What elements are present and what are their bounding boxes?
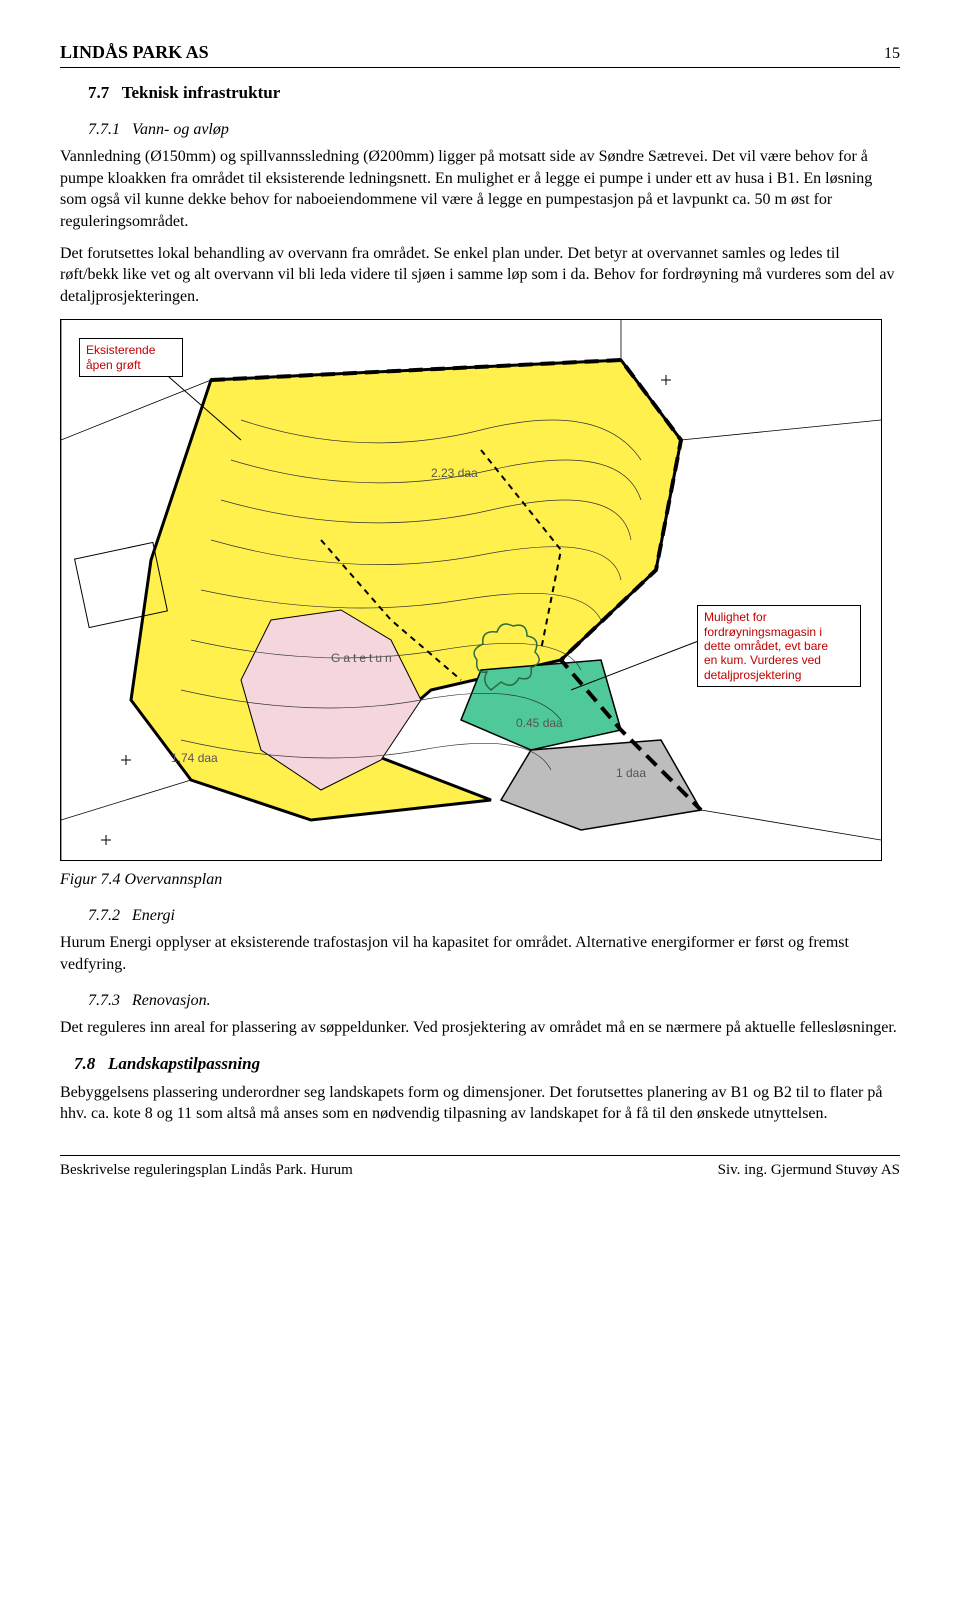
figure-7-4-caption: Figur 7.4 Overvannsplan: [60, 869, 900, 891]
footer-left: Beskrivelse reguleringsplan Lindås Park.…: [60, 1160, 353, 1180]
section-num: 7.8: [74, 1054, 95, 1073]
section-7-7-3: 7.7.3 Renovasjon.: [88, 990, 900, 1012]
para-772: Hurum Energi opplyser at eksisterende tr…: [60, 932, 900, 975]
section-7-7-1: 7.7.1 Vann- og avløp: [88, 119, 900, 141]
footer-right: Siv. ing. Gjermund Stuvøy AS: [718, 1160, 900, 1180]
section-7-8: 7.8 Landskapstilpassning: [74, 1053, 900, 1076]
para-771-1: Vannledning (Ø150mm) og spillvannssledni…: [60, 146, 900, 232]
subsection-num: 7.7.3: [88, 992, 120, 1009]
callout2-l4: en kum. Vurderes ved: [704, 653, 854, 667]
callout-groft: Eksisterende åpen grøft: [79, 338, 183, 377]
section-title: Landskapstilpassning: [108, 1054, 260, 1073]
label-area-223: 2.23 daa: [431, 465, 478, 481]
section-7-7: 7.7 Teknisk infrastruktur: [88, 82, 900, 105]
label-045: 0.45 daa: [516, 715, 563, 731]
callout2-l1: Mulighet for: [704, 610, 854, 624]
subsection-title: Renovasjon.: [132, 992, 211, 1009]
callout-fordroyning: Mulighet for fordrøyningsmagasin i dette…: [697, 605, 861, 687]
overvannsplan-map: Eksisterende åpen grøft Mulighet for for…: [60, 319, 882, 861]
subsection-num: 7.7.1: [88, 121, 120, 138]
subsection-title: Vann- og avløp: [132, 121, 229, 138]
subsection-num: 7.7.2: [88, 907, 120, 924]
callout2-l3: dette området, evt bare: [704, 639, 854, 653]
para-773: Det reguleres inn areal for plassering a…: [60, 1017, 900, 1039]
para-78: Bebyggelsens plassering underordner seg …: [60, 1082, 900, 1125]
callout2-l5: detaljprosjektering: [704, 668, 854, 682]
section-7-7-2: 7.7.2 Energi: [88, 905, 900, 927]
page-footer: Beskrivelse reguleringsplan Lindås Park.…: [60, 1155, 900, 1180]
label-1daa: 1 daa: [616, 765, 646, 781]
page-number: 15: [884, 43, 900, 65]
section-num: 7.7: [88, 83, 109, 102]
callout-groft-text: Eksisterende åpen grøft: [86, 343, 155, 371]
callout2-l2: fordrøyningsmagasin i: [704, 625, 854, 639]
label-174: 1.74 daa: [171, 750, 218, 766]
section-title: Teknisk infrastruktur: [122, 83, 281, 102]
subsection-title: Energi: [132, 907, 175, 924]
company-name: LINDÅS PARK AS: [60, 40, 209, 64]
para-771-2: Det forutsettes lokal behandling av over…: [60, 243, 900, 308]
label-gatetun: Gatetun: [331, 650, 395, 666]
page-header: LINDÅS PARK AS 15: [60, 40, 900, 68]
